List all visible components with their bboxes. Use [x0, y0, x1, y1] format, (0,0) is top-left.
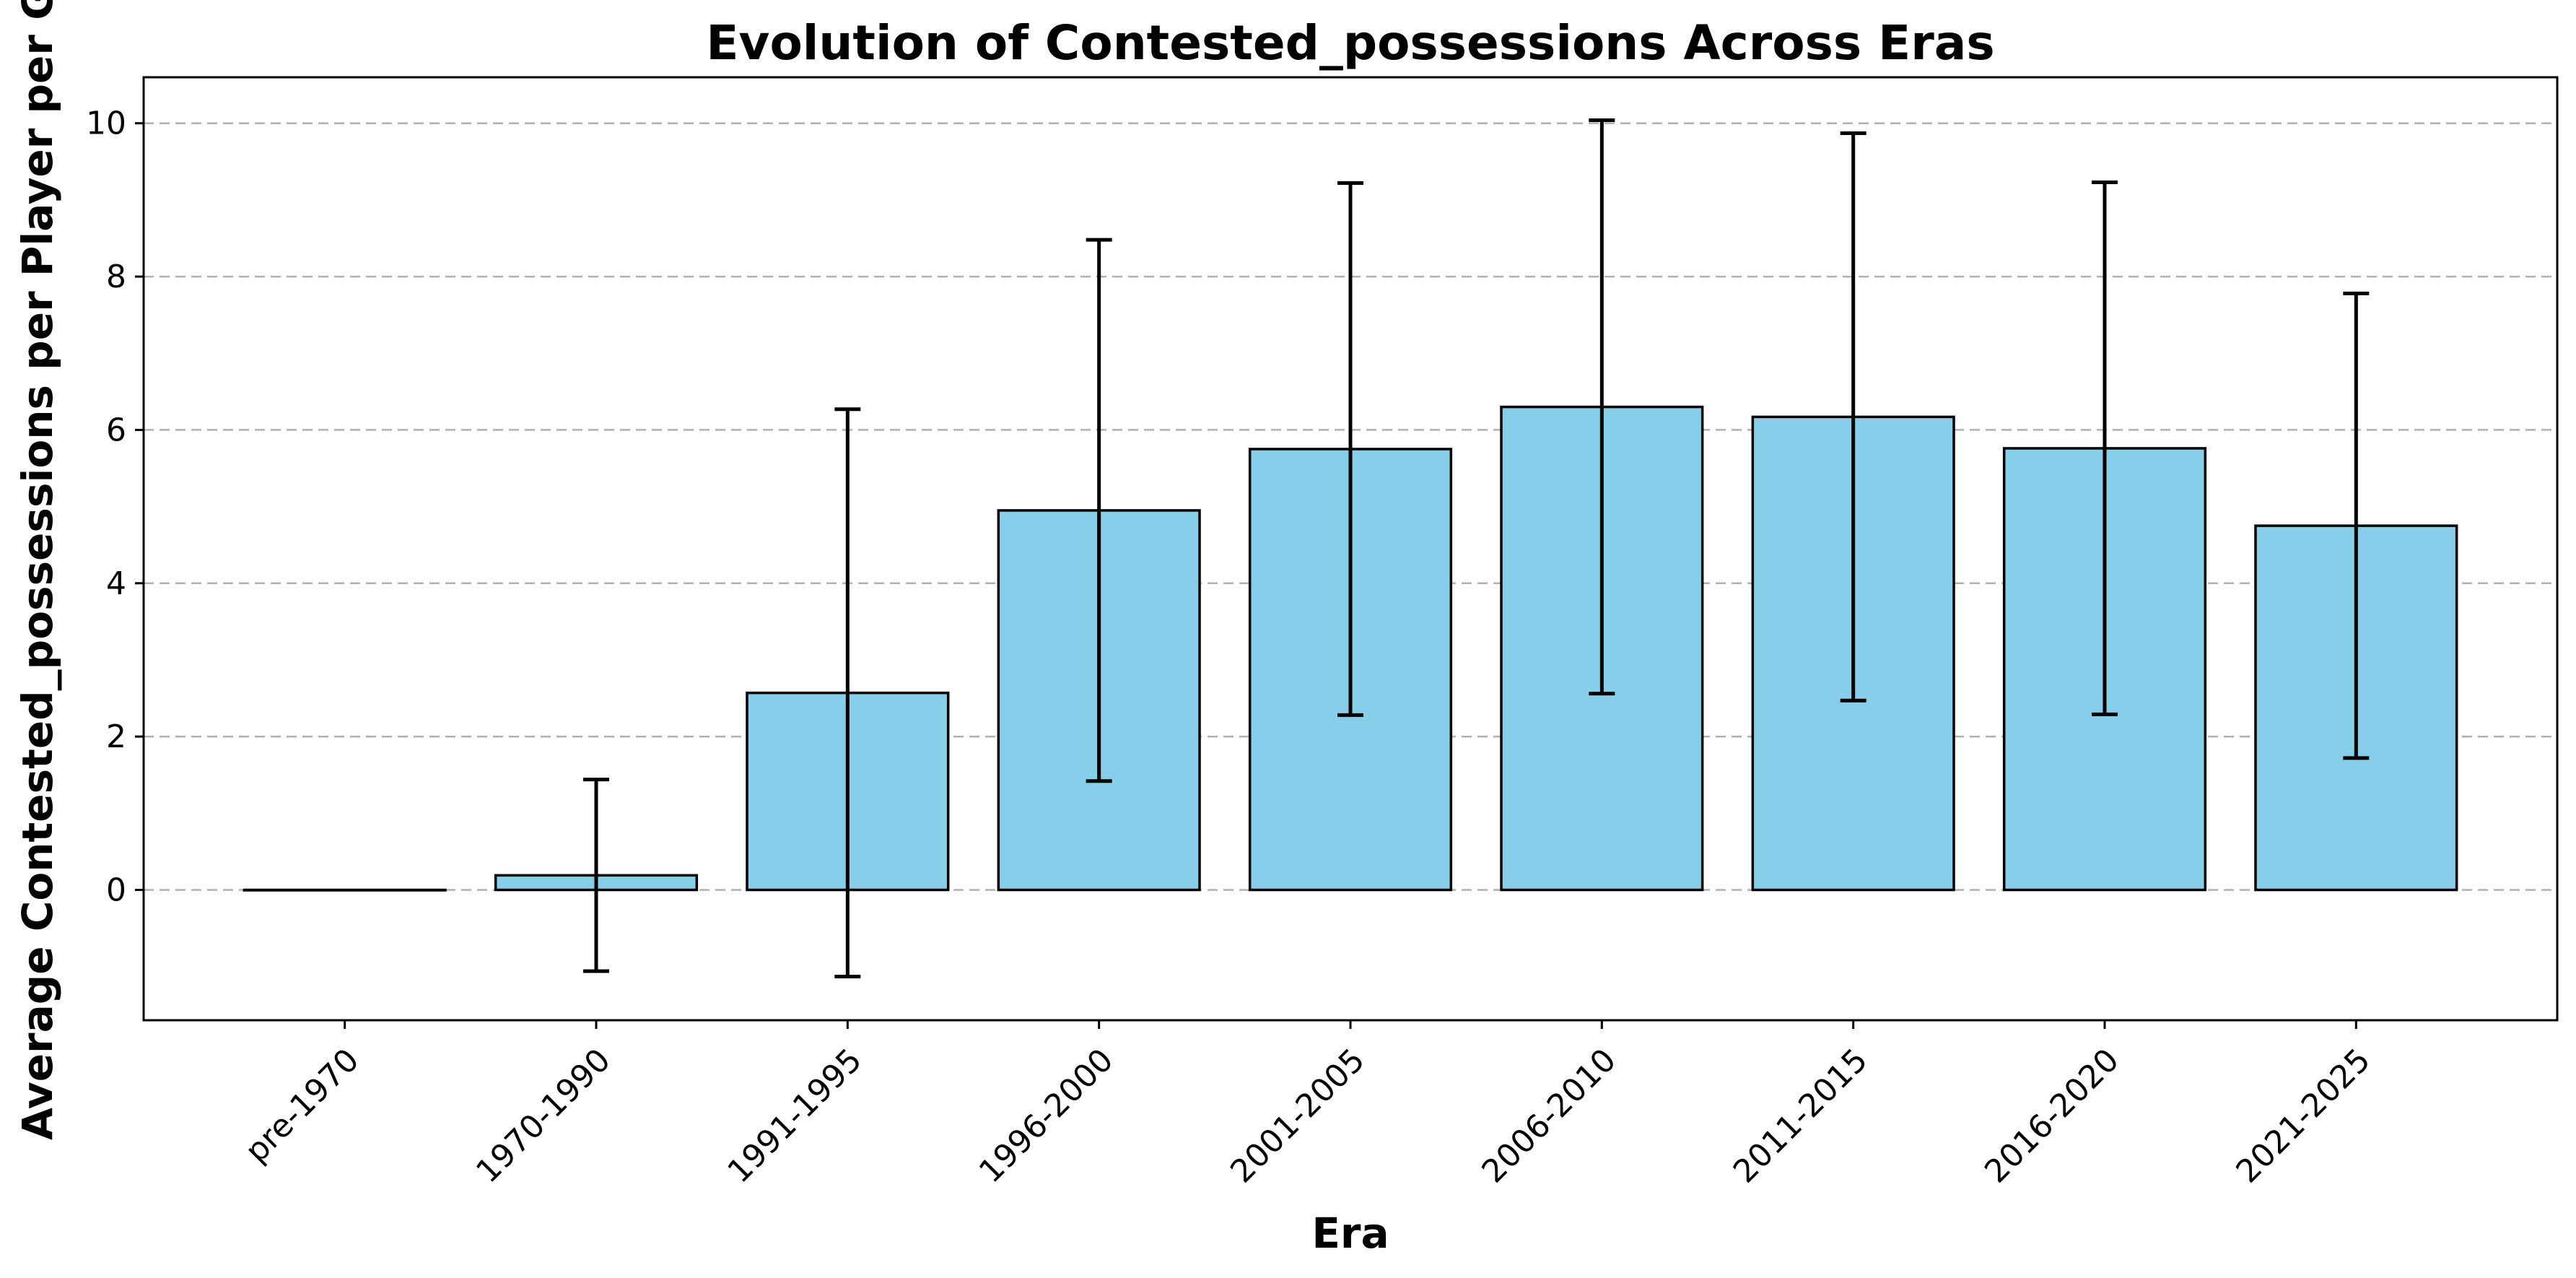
y-tick-label: 2: [106, 718, 126, 755]
x-tick-label: 1991-1995: [720, 1042, 869, 1191]
x-axis-label: Era: [1311, 1209, 1389, 1258]
y-tick-label: 8: [106, 258, 126, 295]
error-bar-2011-2015: [1840, 131, 1866, 703]
x-tick-label: 2011-2015: [1726, 1042, 1875, 1191]
y-axis-label: Average Contested_possessions per Player…: [13, 0, 62, 1140]
x-tick-label: 2001-2005: [1223, 1042, 1372, 1191]
error-layer: [583, 118, 2370, 978]
y-tick-label: 4: [106, 565, 126, 602]
x-tick-label: 2006-2010: [1475, 1042, 1623, 1191]
y-tick-label: 0: [106, 871, 126, 908]
error-bar-2001-2005: [1337, 181, 1363, 717]
x-tick-label: 2016-2020: [1978, 1042, 2126, 1191]
x-tick-label: 2021-2025: [2229, 1042, 2378, 1191]
chart-title: Evolution of Contested_possessions Acros…: [706, 15, 1994, 71]
error-bar-1970-1990: [583, 778, 609, 973]
y-axis-ticks: 0 2 4 6 8 10: [86, 105, 144, 908]
y-tick-label: 6: [106, 412, 126, 448]
error-bar-2006-2010: [1589, 118, 1615, 696]
error-bar-1996-2000: [1086, 238, 1112, 783]
x-axis-ticks: pre-1970 1970-1990 1991-1995 1996-2000 2001-…: [238, 1020, 2378, 1190]
x-tick-label: pre-1970: [238, 1042, 366, 1170]
y-tick-label: 10: [86, 105, 126, 142]
error-bar-2021-2025: [2343, 291, 2370, 760]
error-bar-2016-2020: [2092, 180, 2118, 716]
x-tick-label: 1970-1990: [469, 1042, 618, 1191]
error-bar-1991-1995: [834, 407, 861, 978]
x-tick-label: 1996-2000: [972, 1042, 1121, 1191]
